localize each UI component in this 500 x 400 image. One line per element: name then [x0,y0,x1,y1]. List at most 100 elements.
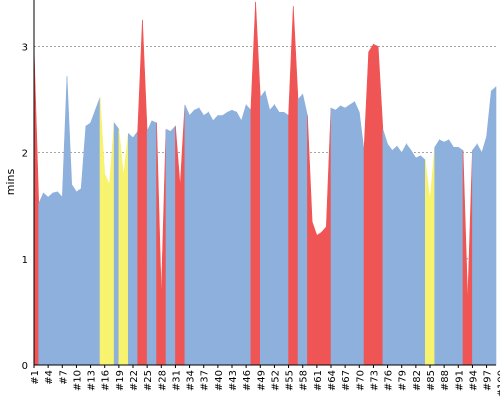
area-segment-28 [160,129,167,366]
area-segment-42 [226,109,233,366]
area-segment-81 [410,149,417,366]
x-tick-label: #25 [143,370,154,391]
area-segment-90 [453,147,459,366]
x-tick-label: #22 [129,370,140,391]
area-segment-72 [368,43,374,366]
area-segment-22 [132,130,139,366]
area-segment-20 [123,133,129,366]
x-tick-label: #73 [369,370,380,391]
area-segment-29 [165,128,172,366]
x-tick-label: #97 [483,370,494,391]
area-segment-2 [38,192,44,366]
area-segment-18 [113,122,120,366]
area-segment-16 [104,173,110,366]
area-segment-64 [330,107,337,366]
area-segment-39 [212,114,219,366]
x-tick-label: #55 [285,370,296,391]
area-segment-67 [344,104,351,366]
x-tick-label: #82 [412,370,423,391]
area-segment-92 [462,150,469,366]
area-segment-55 [288,6,294,366]
area-segment-65 [335,105,341,366]
area-segment-62 [321,226,327,366]
area-segment-79 [401,142,407,366]
x-tick-label: #10 [72,370,83,391]
area-segment-30 [170,125,176,366]
area-segment-98 [490,86,497,366]
area-segment-45 [241,104,247,366]
area-segment-31 [175,126,181,366]
x-tick-label: #19 [115,370,126,391]
area-segment-41 [222,111,228,366]
x-tick-label: #70 [355,370,366,391]
area-segment-11 [80,126,87,366]
area-segment-10 [76,188,82,366]
area-segment-91 [457,146,464,366]
x-tick-label: #46 [242,370,253,391]
area-segment-73 [373,43,379,366]
area-segment-1 [33,46,40,366]
x-tick-label: #52 [270,370,281,391]
x-tick-label: #61 [313,370,324,391]
x-tick-label: #4 [44,370,55,385]
area-segment-63 [325,108,332,366]
area-segment-40 [217,115,223,366]
area-segment-8 [66,76,73,366]
area-segment-77 [391,145,398,366]
area-segment-3 [43,192,49,366]
x-tick-label: #34 [186,370,197,391]
area-segment-94 [472,143,478,366]
x-tick-label: #85 [426,370,437,391]
area-segment-26 [151,120,157,366]
x-tick-label: #7 [58,370,69,385]
area-segment-33 [184,104,190,366]
area-segment-53 [278,112,285,366]
area-segment-25 [146,120,153,366]
area-segment-9 [71,183,77,366]
area-segment-34 [189,109,195,366]
area-segment-56 [292,6,299,366]
axes [33,0,496,366]
area-segment-95 [476,142,483,366]
area-segment-74 [377,46,384,366]
x-tick-label: #79 [398,370,409,391]
area-segment-43 [231,109,238,366]
x-tick-label: #43 [228,370,239,391]
area-segment-23 [137,19,143,366]
area-segment-83 [420,155,426,366]
x-tick-label: #1 [30,370,41,385]
area-segment-68 [349,101,355,366]
x-tick-label: #88 [440,370,451,391]
area-segment-75 [382,129,388,366]
area-segment-46 [245,104,252,366]
area-segment-50 [264,90,271,366]
x-tick-label: #67 [341,370,352,391]
y-tick-label-1: 1 [22,255,28,266]
y-tick-label-2: 2 [22,149,28,160]
area-segment-24 [142,19,148,366]
area-segment-82 [415,155,421,366]
area-segment-86 [434,138,440,366]
area-segment-17 [109,122,115,366]
x-tick-label: #49 [256,370,267,391]
area-segment-87 [439,139,445,366]
x-tick-labels: #1 #4 #7 #10 #13 #16 #19 #22 #25 #28 #31 #34 #37 #40 #… [30,365,500,397]
area-segment-76 [387,143,393,366]
area-segment-52 [274,103,280,366]
area-segment-97 [486,91,492,366]
area-segment-38 [208,111,214,366]
area-segment-35 [193,107,200,366]
area-segment-93 [467,150,473,366]
area-segment-57 [297,93,304,366]
area-segment-49 [259,90,266,366]
x-tick-label: #94 [468,370,479,391]
y-tick-label-0: 0 [22,361,28,372]
area-segment-66 [340,105,346,366]
area-segment-51 [269,104,275,366]
area-segment-88 [443,139,450,366]
area-segment-37 [203,111,209,366]
x-tick-label: #28 [157,370,168,391]
area-segment-58 [302,94,308,366]
x-tick-label: #13 [87,370,98,391]
area-segment-47 [250,1,256,366]
